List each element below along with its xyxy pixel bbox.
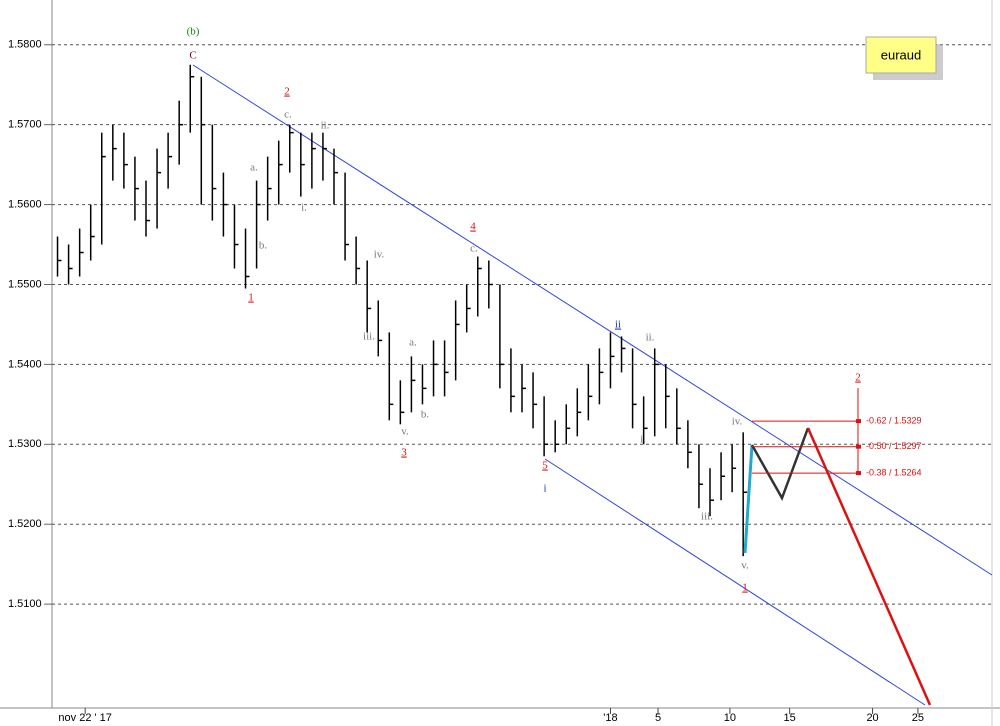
wave-label: i. xyxy=(301,202,307,214)
wave-label: i xyxy=(543,483,546,495)
wave-label: a. xyxy=(409,337,417,349)
wave-label: a. xyxy=(250,162,258,174)
symbol-box: euraud xyxy=(865,36,943,80)
x-tick-label: 15 xyxy=(783,712,795,724)
wave-label: 3 xyxy=(401,447,407,459)
fib-label: -0.50 / 1.5297 xyxy=(866,441,922,451)
y-tick-label: 1.5600 xyxy=(8,198,42,210)
wave-label: b. xyxy=(421,409,430,421)
wave-label: b. xyxy=(259,240,268,252)
x-tick-label: '18 xyxy=(603,712,617,724)
impulse-up xyxy=(743,444,754,554)
y-tick-label: 1.5300 xyxy=(8,438,42,450)
plot-area: 1.5800 1.5700 1.5600 1.5500 1.5400 1.5300 1.52… xyxy=(8,26,993,724)
fib-label: -0.62 / 1.5329 xyxy=(866,415,922,425)
wave-label: c. xyxy=(470,243,478,255)
wave-label: 5 xyxy=(542,460,548,472)
x-tick-label: 10 xyxy=(724,712,736,724)
y-tick-label: 1.5200 xyxy=(8,518,42,530)
wave-label: 1 xyxy=(248,292,254,304)
wave-label: 2 xyxy=(855,372,861,384)
y-tick-label: 1.5800 xyxy=(8,39,42,51)
fib-marker xyxy=(856,471,861,476)
channel-lower xyxy=(544,458,926,706)
y-tick-label: 1.5400 xyxy=(8,358,42,370)
x-tick-label: 25 xyxy=(912,712,924,724)
wave-label: iv. xyxy=(732,416,743,428)
wave-label: v. xyxy=(741,560,749,572)
wave-label: C xyxy=(189,50,196,62)
x-tick-label: nov 22 ' 17 xyxy=(58,712,111,724)
projection-black xyxy=(750,427,810,501)
wave-label: 4 xyxy=(470,221,476,233)
wave-label: iii. xyxy=(363,331,375,343)
channel-upper xyxy=(192,64,993,576)
projection-red xyxy=(806,427,932,706)
y-tick-label: 1.5500 xyxy=(8,278,42,290)
x-tick-label: 5 xyxy=(655,712,661,724)
wave-label: iii. xyxy=(701,511,713,523)
fib-label: -0.38 / 1.5264 xyxy=(866,467,922,477)
x-tick-label: 20 xyxy=(866,712,878,724)
fib-marker xyxy=(856,419,861,424)
wave-label: 2 xyxy=(284,86,290,98)
y-tick-label: 1.5700 xyxy=(8,119,42,131)
wave-label: i. xyxy=(640,434,646,446)
y-tick-label: 1.5100 xyxy=(8,598,42,610)
wave-label: ii xyxy=(615,319,621,331)
symbol-label: euraud xyxy=(881,47,921,62)
wave-label: v. xyxy=(401,426,409,438)
wave-label: iv. xyxy=(374,249,385,261)
symbol-box-bg xyxy=(865,36,937,74)
wave-label: (b) xyxy=(187,26,200,38)
wave-label: 1 xyxy=(742,582,748,594)
wave-label: ii. xyxy=(321,120,330,132)
wave-label: c. xyxy=(284,109,292,121)
fib-marker xyxy=(856,444,861,449)
wave-label: ii. xyxy=(646,332,655,344)
